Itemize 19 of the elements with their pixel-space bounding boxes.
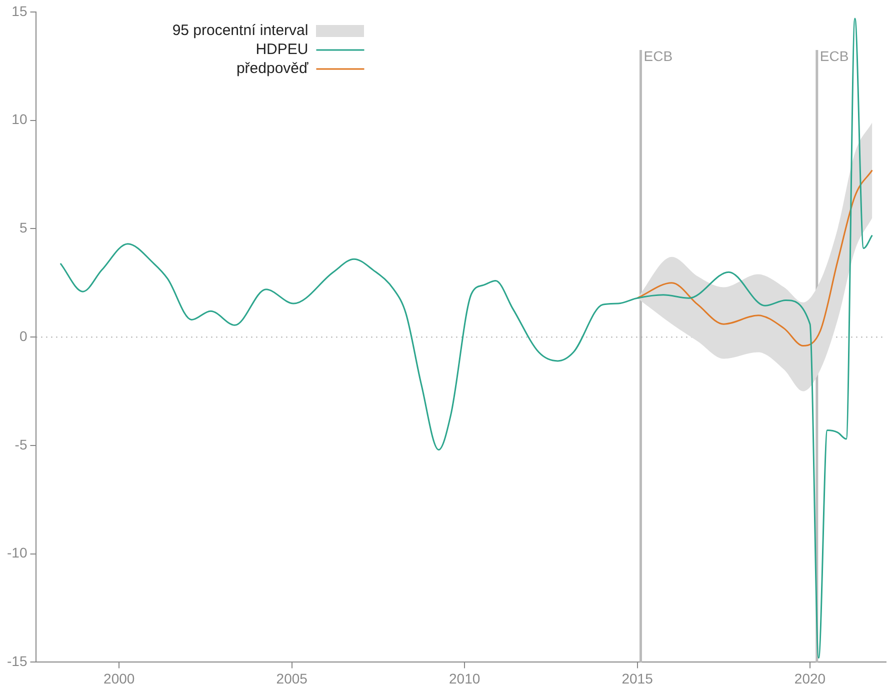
annotation: 95 procentní interval: [172, 22, 308, 40]
ref-line-label: ECB: [820, 48, 849, 64]
y-tick-label: 10: [12, 111, 28, 128]
y-tick-label: -10: [7, 544, 28, 561]
line-series: [60, 18, 873, 659]
legend-label: předpověď: [236, 60, 309, 78]
y-tick-label: 0: [19, 328, 28, 344]
ref-line-label: ECB: [644, 48, 673, 64]
y-tick-label: 15: [12, 2, 28, 19]
x-tick-label: 2005: [276, 670, 308, 686]
legend-label: HDPEU: [256, 41, 308, 58]
x-tick-label: 2010: [448, 670, 480, 686]
y-tick-label: -5: [14, 436, 28, 452]
y-tick-label: 5: [19, 220, 28, 236]
line-series: [636, 169, 873, 347]
x-tick-label: 2000: [104, 670, 135, 686]
x-tick-label: 2020: [794, 670, 826, 686]
x-tick-label: 2015: [622, 670, 654, 686]
y-tick-label: -15: [7, 653, 28, 670]
